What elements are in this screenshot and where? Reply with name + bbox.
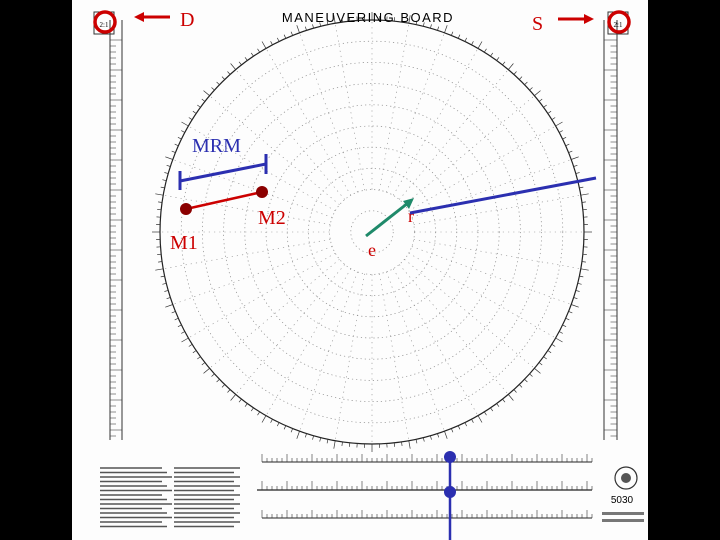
label-d: D bbox=[180, 9, 194, 31]
label-m1: M1 bbox=[170, 232, 198, 254]
board-title: MANEUVERING BOARD bbox=[282, 10, 454, 25]
point-m1 bbox=[180, 203, 192, 215]
nomogram-scales bbox=[257, 454, 593, 519]
s-scale-marker bbox=[607, 10, 631, 34]
chart-info: 5030 bbox=[602, 466, 644, 522]
board-drawing: 2:1 2:1 MANEUVERING BOARD 5030 D S MRM M… bbox=[93, 9, 644, 540]
label-m2: M2 bbox=[258, 207, 286, 229]
relative-speed-line bbox=[409, 176, 597, 215]
d-arrowhead bbox=[134, 12, 144, 22]
point-m2 bbox=[256, 186, 268, 198]
nomogram-point-middle bbox=[444, 486, 456, 498]
instructions-text-block bbox=[100, 467, 240, 528]
mrm-bracket-line bbox=[179, 162, 267, 183]
seal-icon bbox=[614, 466, 638, 490]
label-r: r bbox=[408, 206, 414, 226]
right-scales bbox=[603, 20, 618, 440]
compass-ticks bbox=[152, 12, 592, 452]
label-mrm: MRM bbox=[192, 135, 241, 157]
s-arrowhead bbox=[584, 14, 594, 24]
label-e: e bbox=[368, 240, 376, 260]
d-scale-marker bbox=[93, 10, 117, 34]
left-scale-ratio: 2:1 bbox=[100, 21, 109, 29]
right-scale-ratio: 2:1 bbox=[614, 21, 623, 29]
nomogram-point-top bbox=[444, 451, 456, 463]
relative-motion-line bbox=[185, 190, 263, 211]
chart-number: 5030 bbox=[611, 495, 634, 506]
vector-er-arrowhead bbox=[403, 198, 414, 209]
maneuvering-board: 2:1 2:1 MANEUVERING BOARD 5030 D S MRM M… bbox=[72, 0, 648, 540]
left-scales bbox=[109, 20, 123, 440]
vector-er bbox=[365, 201, 409, 238]
label-s: S bbox=[532, 13, 543, 35]
